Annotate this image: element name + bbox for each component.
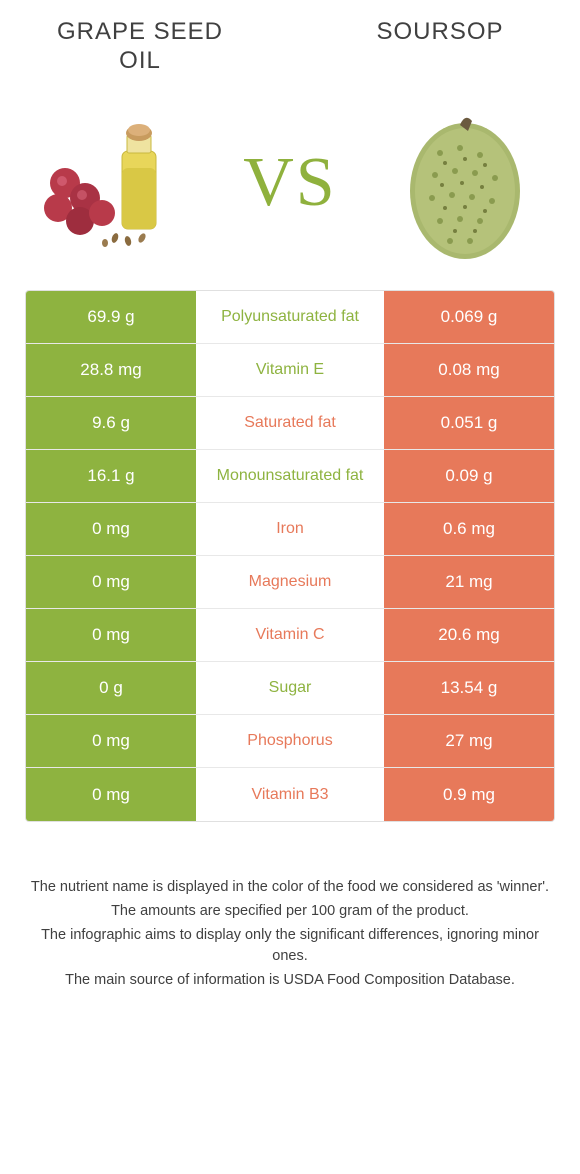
table-row: 0 gSugar13.54 g [26, 662, 554, 715]
table-row: 69.9 gPolyunsaturated fat0.069 g [26, 291, 554, 344]
right-value: 0.051 g [384, 397, 554, 449]
table-row: 0 mgVitamin B30.9 mg [26, 768, 554, 821]
footer-notes: The nutrient name is displayed in the co… [0, 822, 580, 1014]
table-row: 28.8 mgVitamin E0.08 mg [26, 344, 554, 397]
nutrient-name: Saturated fat [196, 397, 384, 449]
right-value: 0.9 mg [384, 768, 554, 821]
table-row: 0 mgPhosphorus27 mg [26, 715, 554, 768]
left-value: 69.9 g [26, 291, 196, 343]
right-value: 0.08 mg [384, 344, 554, 396]
right-value: 0.6 mg [384, 503, 554, 555]
nutrient-name: Phosphorus [196, 715, 384, 767]
left-value: 9.6 g [26, 397, 196, 449]
right-value: 20.6 mg [384, 609, 554, 661]
nutrient-table: 69.9 gPolyunsaturated fat0.069 g28.8 mgV… [25, 290, 555, 822]
right-value: 13.54 g [384, 662, 554, 714]
table-row: 16.1 gMonounsaturated fat0.09 g [26, 450, 554, 503]
table-row: 0 mgMagnesium21 mg [26, 556, 554, 609]
nutrient-name: Vitamin C [196, 609, 384, 661]
left-value: 0 mg [26, 715, 196, 767]
footer-line-2: The amounts are specified per 100 gram o… [30, 901, 550, 923]
left-value: 0 mg [26, 503, 196, 555]
nutrient-name: Vitamin E [196, 344, 384, 396]
infographic-container: GRAPE SEED OIL SOURSOP [0, 0, 580, 1014]
soursop-image [380, 103, 550, 263]
left-value: 16.1 g [26, 450, 196, 502]
left-value: 0 mg [26, 768, 196, 821]
nutrient-name: Iron [196, 503, 384, 555]
header: GRAPE SEED OIL SOURSOP [0, 0, 580, 90]
nutrient-name: Magnesium [196, 556, 384, 608]
right-value: 27 mg [384, 715, 554, 767]
footer-line-3: The infographic aims to display only the… [30, 925, 550, 969]
left-value: 0 mg [26, 556, 196, 608]
hero-row: VS [0, 90, 580, 290]
table-row: 0 mgIron0.6 mg [26, 503, 554, 556]
footer-line-4: The main source of information is USDA F… [30, 970, 550, 992]
right-value: 0.069 g [384, 291, 554, 343]
left-food-title: GRAPE SEED OIL [40, 18, 240, 90]
vs-label: VS [243, 143, 336, 223]
table-row: 9.6 gSaturated fat0.051 g [26, 397, 554, 450]
left-value: 0 mg [26, 609, 196, 661]
nutrient-name: Polyunsaturated fat [196, 291, 384, 343]
grape-seed-oil-image [30, 103, 200, 263]
left-value: 28.8 mg [26, 344, 196, 396]
nutrient-name: Sugar [196, 662, 384, 714]
table-row: 0 mgVitamin C20.6 mg [26, 609, 554, 662]
left-value: 0 g [26, 662, 196, 714]
right-value: 21 mg [384, 556, 554, 608]
right-value: 0.09 g [384, 450, 554, 502]
nutrient-name: Monounsaturated fat [196, 450, 384, 502]
nutrient-name: Vitamin B3 [196, 768, 384, 821]
right-food-title: SOURSOP [340, 18, 540, 90]
footer-line-1: The nutrient name is displayed in the co… [30, 877, 550, 899]
